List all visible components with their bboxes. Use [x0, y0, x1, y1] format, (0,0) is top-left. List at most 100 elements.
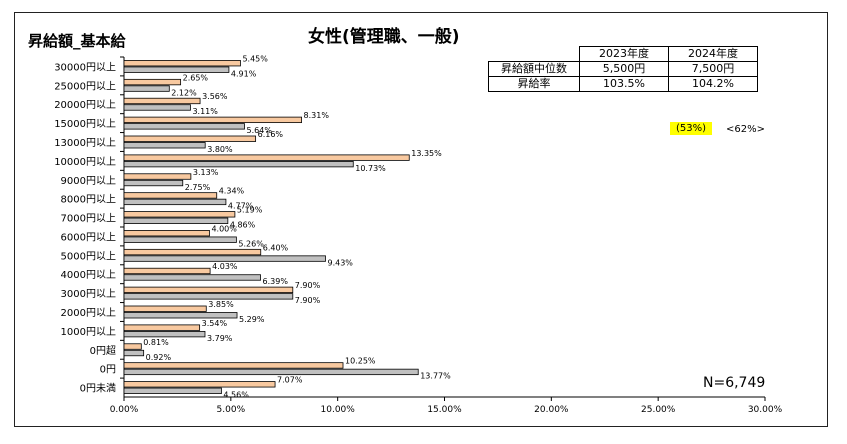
y-tick-label: 9000円以上 [61, 175, 116, 187]
bar-2023 [123, 293, 294, 300]
data-label-2023: 3.11% [192, 107, 218, 116]
summary-header-row: 2023年度 2024年度 [488, 46, 758, 62]
data-label-2024: 13.35% [411, 149, 442, 158]
bar-2023 [123, 160, 354, 168]
chart-title: 女性(管理職、一般) [308, 27, 460, 47]
y-tick-label: 7000円以上 [61, 213, 116, 225]
data-label-2023: 4.86% [230, 221, 256, 230]
bar-2024 [123, 97, 201, 105]
y-tick-label: 2000円以上 [61, 307, 116, 319]
data-label-2024: 5.45% [242, 54, 268, 63]
bar-2024 [123, 362, 344, 369]
data-label-2024: 2.65% [183, 73, 209, 82]
bar-2024 [123, 267, 211, 275]
bar-2024 [123, 248, 262, 256]
bar-2023 [123, 198, 227, 206]
bar-2023 [123, 312, 238, 319]
highlighted-percentage: (53%) [670, 122, 713, 135]
y-tick-label: 3000円以上 [61, 288, 116, 300]
data-label-2023: 9.43% [327, 258, 353, 267]
summary-table: 2023年度 2024年度 昇給額中位数 5,500円 7,500円 昇給率 1… [488, 46, 758, 92]
x-tick-label: 30.00% [748, 405, 783, 415]
corner-label: 昇給額_基本給 [28, 32, 126, 50]
bar-2023 [123, 123, 245, 130]
bar-2024 [123, 60, 241, 67]
rate-label: 昇給率 [488, 76, 580, 92]
y-tick-label: 13000円以上 [54, 137, 116, 149]
bar-2024 [123, 381, 276, 388]
bar-2023 [123, 179, 184, 187]
data-label-2023: 7.90% [295, 296, 321, 305]
bracketed-percentage: <62%> [726, 124, 765, 135]
data-label-2024: 8.31% [304, 111, 330, 120]
y-tick-label: 4000円以上 [61, 269, 116, 281]
data-label-2023: 3.79% [207, 334, 233, 343]
bar-2023 [123, 368, 419, 376]
bar-2024 [123, 116, 302, 124]
bar-2024 [123, 154, 410, 161]
data-label-2023: 4.77% [228, 202, 254, 211]
y-tick-label: 20000円以上 [54, 99, 116, 111]
bar-2023 [123, 85, 170, 92]
bar-2024 [123, 286, 294, 294]
bar-2023 [123, 236, 237, 243]
bar-2024 [123, 324, 201, 331]
data-label-2024: 4.03% [212, 262, 238, 271]
x-tick-label: 10.00% [321, 405, 356, 415]
data-label-2023: 10.73% [355, 164, 386, 173]
y-tick-label: 6000円以上 [61, 231, 116, 243]
x-tick-label: 25.00% [641, 405, 676, 415]
data-label-2023: 0.92% [146, 353, 172, 362]
y-tick-label: 10000円以上 [54, 156, 116, 168]
y-tick-label: 1000円以上 [61, 326, 116, 338]
bar-2023 [123, 349, 145, 357]
bar-2023 [123, 330, 206, 338]
bar-2023 [123, 66, 230, 73]
data-label-2023: 5.26% [238, 239, 264, 248]
data-label-2024: 5.19% [237, 206, 263, 215]
y-tick-label: 5000円以上 [61, 250, 116, 262]
bar-2024 [123, 192, 218, 199]
data-label-2024: 0.81% [143, 338, 169, 347]
bar-2024 [123, 78, 182, 86]
data-label-2024: 4.00% [211, 224, 237, 233]
data-label-2023: 3.80% [207, 145, 233, 154]
rate-2023: 103.5% [579, 76, 669, 92]
bar-2024 [123, 211, 236, 218]
x-tick-label: 20.00% [534, 405, 569, 415]
y-tick-label: 8000円以上 [61, 194, 116, 206]
data-label-2024: 3.54% [202, 319, 228, 328]
x-tick-label: 5.00% [217, 405, 246, 415]
data-label-2024: 4.34% [219, 187, 245, 196]
summary-row-rate: 昇給率 103.5% 104.2% [488, 76, 758, 92]
bar-2024 [123, 305, 207, 312]
data-label-2023: 5.64% [247, 126, 273, 135]
y-tick-label: 15000円以上 [54, 118, 116, 130]
summary-row-median: 昇給額中位数 5,500円 7,500円 [488, 61, 758, 77]
data-label-2023: 4.56% [223, 391, 249, 400]
bar-2023 [123, 104, 191, 111]
bar-2023 [123, 255, 326, 262]
y-tick-label: 30000円以上 [54, 61, 116, 73]
sample-size-label: N=6,749 [703, 375, 766, 391]
y-tick-label: 0円 [100, 365, 116, 376]
bar-2024 [123, 343, 142, 350]
y-tick-label: 25000円以上 [54, 80, 116, 92]
x-tick-label: 0.00% [110, 405, 139, 415]
bar-2024 [123, 230, 210, 237]
y-tick-label: 0円未満 [80, 383, 116, 395]
data-label-2024: 6.16% [258, 130, 284, 139]
data-label-2024: 3.13% [193, 168, 219, 177]
bar-2024 [123, 135, 257, 142]
data-label-2024: 7.90% [295, 281, 321, 290]
rate-2024: 104.2% [668, 76, 758, 92]
bar-2023 [123, 274, 261, 281]
data-label-2023: 2.12% [171, 88, 197, 97]
bar-2024 [123, 173, 192, 180]
data-label-2024: 3.85% [208, 300, 234, 309]
data-label-2024: 6.40% [263, 243, 289, 252]
x-tick-label: 15.00% [427, 405, 462, 415]
bar-2023 [123, 142, 206, 149]
data-label-2023: 2.75% [185, 183, 211, 192]
